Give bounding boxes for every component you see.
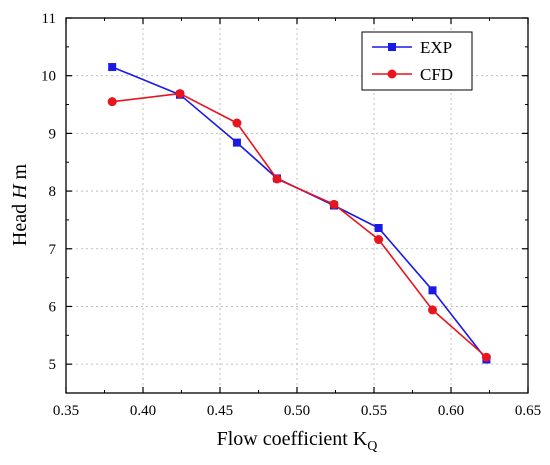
axis-ticks: 0.35 0.40 0.45 0.50 0.55 0.60 0.65 5 6 7 8 9 10 11 <box>41 11 541 419</box>
data-point-cfd <box>481 352 491 362</box>
data-point-cfd <box>428 305 438 315</box>
x-tick-label: 0.40 <box>130 403 156 419</box>
data-point-cfd <box>232 118 242 128</box>
y-tick-label: 7 <box>49 242 57 258</box>
legend: EXP CFD <box>361 31 473 91</box>
data-point-cfd <box>272 174 282 184</box>
x-axis-title-subscript: Q <box>367 439 377 454</box>
y-tick-label: 11 <box>42 11 56 27</box>
data-point-exp <box>232 138 241 147</box>
y-axis-title: Head H m <box>9 163 31 246</box>
data-point-cfd <box>374 235 384 245</box>
y-tick-label: 6 <box>49 299 57 315</box>
legend-cfd-marker <box>387 69 397 79</box>
series-layer <box>107 63 491 364</box>
legend-cfd-label: CFD <box>420 65 453 84</box>
y-tick-label: 8 <box>49 184 57 200</box>
legend-exp-marker <box>388 43 396 51</box>
x-tick-label: 0.55 <box>361 403 387 419</box>
data-point-cfd <box>175 89 185 99</box>
data-point-cfd <box>329 199 339 209</box>
legend-exp-label: EXP <box>420 38 452 57</box>
data-point-cfd <box>107 97 117 107</box>
x-tick-label: 0.50 <box>284 403 310 419</box>
x-tick-label: 0.65 <box>515 403 541 419</box>
x-tick-label: 0.35 <box>53 403 79 419</box>
x-tick-label: 0.60 <box>438 403 464 419</box>
y-tick-label: 9 <box>49 126 57 142</box>
legend-box <box>361 31 473 91</box>
y-tick-label: 10 <box>41 69 56 85</box>
x-tick-label: 0.45 <box>207 403 233 419</box>
data-point-exp <box>374 224 383 232</box>
series-line-cfd <box>112 92 487 358</box>
x-axis-title: Flow coefficient KQ <box>217 428 378 454</box>
data-point-exp <box>428 286 437 295</box>
y-tick-label: 5 <box>49 357 57 373</box>
data-point-exp <box>108 63 117 72</box>
